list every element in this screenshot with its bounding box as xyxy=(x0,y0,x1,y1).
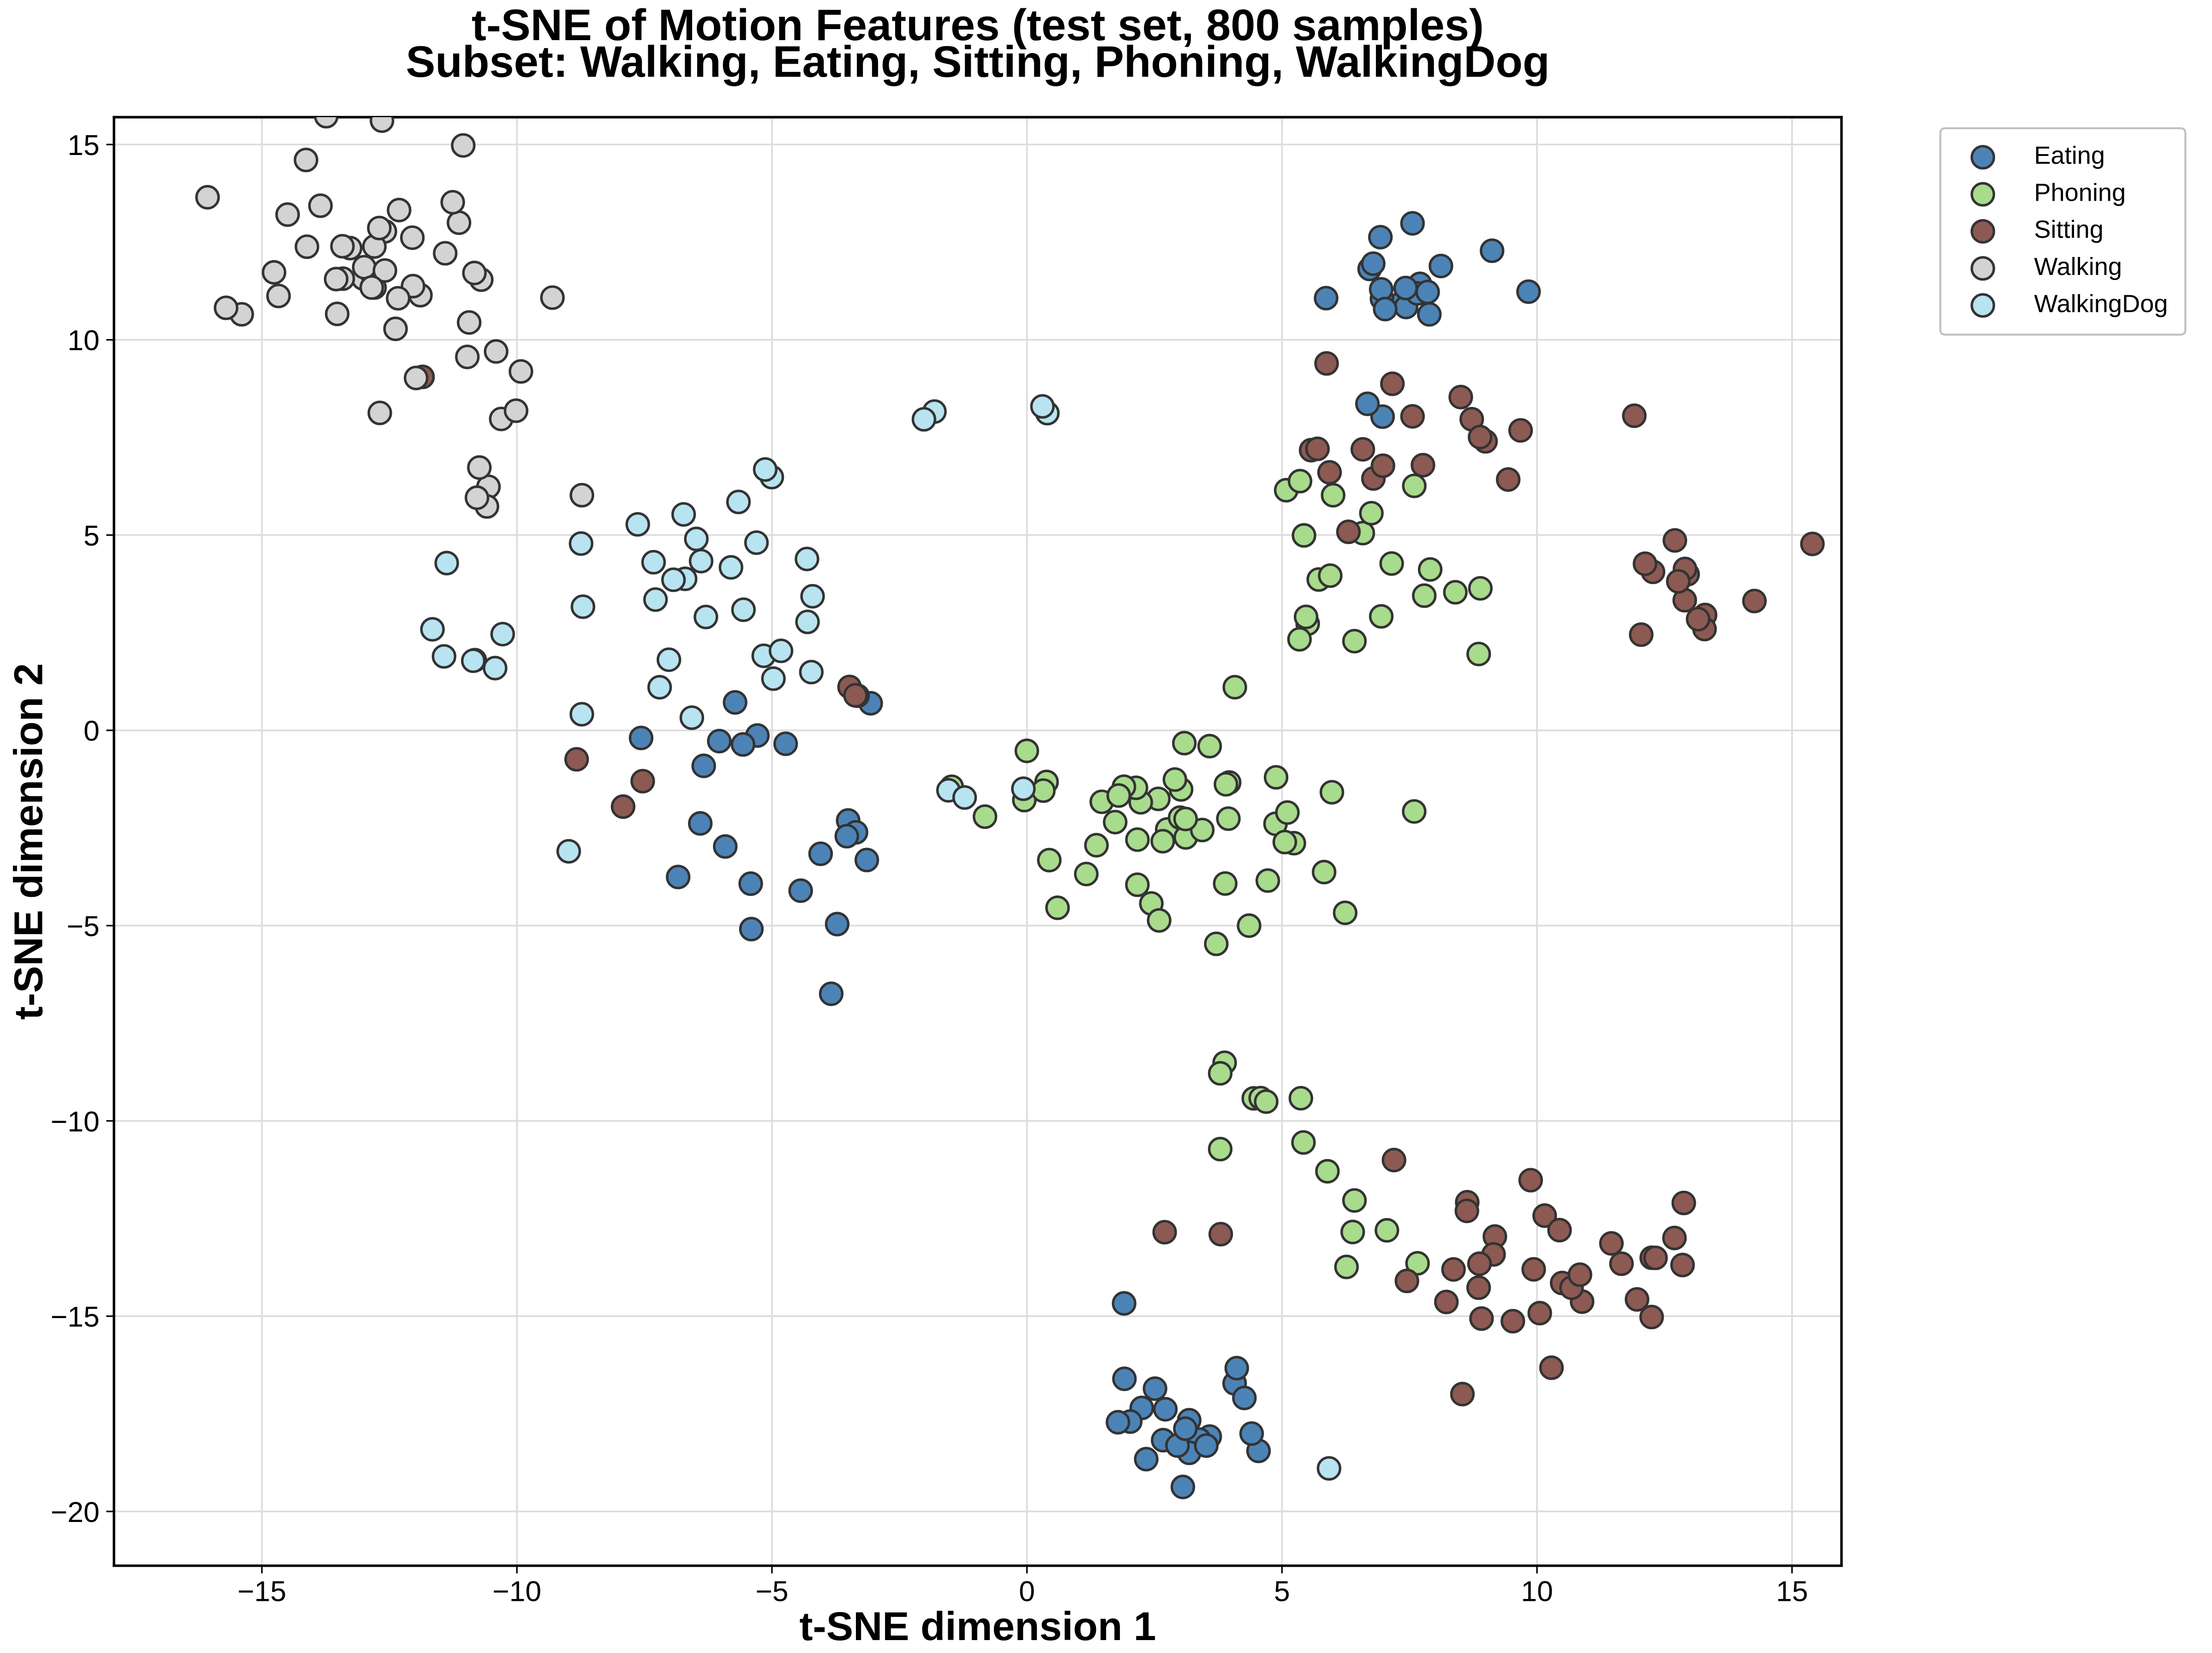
svg-text:−20: −20 xyxy=(51,1496,100,1528)
svg-text:0: 0 xyxy=(84,715,100,747)
svg-text:−10: −10 xyxy=(492,1575,541,1607)
svg-text:Walking: Walking xyxy=(2034,253,2122,280)
svg-text:Sitting: Sitting xyxy=(2034,216,2104,244)
svg-text:Subset: Walking, Eating, Sitti: Subset: Walking, Eating, Sitting, Phonin… xyxy=(406,37,1549,87)
svg-text:−5: −5 xyxy=(755,1575,788,1607)
svg-text:15: 15 xyxy=(67,129,100,161)
svg-text:Eating: Eating xyxy=(2034,142,2105,169)
svg-text:WalkingDog: WalkingDog xyxy=(2034,290,2168,317)
svg-text:5: 5 xyxy=(1274,1575,1290,1607)
svg-text:t-SNE dimension 2: t-SNE dimension 2 xyxy=(6,663,51,1020)
svg-text:t-SNE dimension 1: t-SNE dimension 1 xyxy=(799,1604,1156,1649)
svg-text:0: 0 xyxy=(1019,1575,1035,1607)
svg-text:−15: −15 xyxy=(51,1301,100,1333)
svg-text:−5: −5 xyxy=(66,910,99,943)
svg-text:Phoning: Phoning xyxy=(2034,179,2126,206)
svg-text:10: 10 xyxy=(1521,1575,1553,1607)
svg-text:−10: −10 xyxy=(51,1105,100,1138)
svg-text:−15: −15 xyxy=(238,1575,287,1607)
svg-text:5: 5 xyxy=(84,519,100,552)
svg-text:15: 15 xyxy=(1776,1575,1808,1607)
svg-text:10: 10 xyxy=(67,324,100,357)
